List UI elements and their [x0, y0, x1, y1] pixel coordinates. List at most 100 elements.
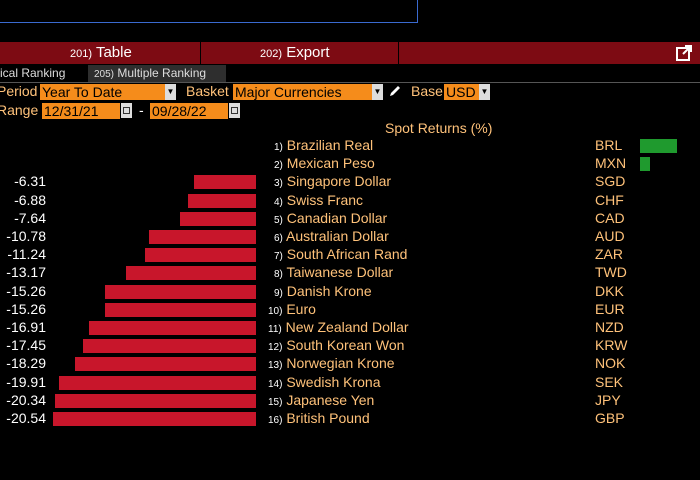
category-name: Canadian Dollar — [282, 209, 388, 226]
bar-jpy — [54, 393, 256, 408]
category-name: Australian Dollar — [282, 228, 389, 244]
value-label: -10.78 — [6, 228, 46, 244]
basket-dropdown-icon[interactable]: ▼ — [372, 84, 383, 100]
category-label[interactable]: 4) Swiss Franc — [274, 192, 363, 208]
period-value: Year To Date — [42, 84, 123, 100]
currency-code: EUR — [595, 300, 625, 317]
row-number: 12) — [268, 342, 283, 354]
row-number: 8) — [274, 269, 283, 281]
bar-nzd — [88, 321, 256, 335]
bar-dkk — [104, 284, 256, 299]
category-label[interactable]: 7) South African Rand — [274, 246, 407, 262]
category-label[interactable]: 1) Brazilian Real — [274, 137, 373, 153]
chart-title: Spot Returns (%) — [385, 120, 493, 136]
row-number: 6) — [274, 233, 283, 244]
period-dropdown-icon[interactable]: ▼ — [165, 84, 176, 100]
table-button-number: 201) — [70, 48, 93, 60]
currency-code: CHF — [595, 191, 624, 208]
category-label[interactable]: 2) Mexican Peso — [274, 155, 375, 171]
currency-code: AUD — [595, 228, 625, 244]
category-name: British Pound — [282, 410, 370, 426]
period-select[interactable]: Year To Date ▼ — [40, 84, 176, 100]
currency-code: NOK — [595, 355, 626, 372]
basket-label: Basket — [186, 83, 229, 99]
range-start-field[interactable]: 12/31/21 — [42, 103, 120, 119]
currency-code: KRW — [595, 337, 628, 354]
bar-chf — [187, 193, 256, 208]
category-label[interactable]: 13) Norwegian Krone — [268, 355, 395, 371]
category-name: South African Rand — [282, 246, 408, 263]
category-label[interactable]: 9) Danish Krone — [274, 283, 372, 299]
export-button[interactable]: 202) Export — [200, 42, 399, 64]
value-label: -17.45 — [6, 337, 46, 354]
bar-gbp — [52, 412, 256, 426]
bar-twd — [125, 266, 256, 281]
value-label: -18.29 — [6, 355, 46, 372]
bar-brl — [640, 139, 678, 153]
range-end-value: 09/28/22 — [152, 103, 207, 119]
base-select[interactable]: USD ▼ — [444, 84, 490, 100]
category-label[interactable]: 8) Taiwanese Dollar — [274, 264, 393, 280]
value-label: -19.91 — [6, 373, 46, 390]
currency-code: MXN — [595, 155, 627, 172]
table-button[interactable]: 201) Table — [0, 42, 201, 64]
category-label[interactable]: 11) New Zealand Dollar — [268, 319, 409, 335]
currency-code: GBP — [595, 410, 625, 426]
bar-krw — [83, 339, 256, 354]
value-label: -15.26 — [6, 282, 46, 299]
basket-value: Major Currencies — [235, 84, 342, 100]
tab-multiple-ranking[interactable]: 205) Multiple Ranking — [88, 65, 226, 82]
category-name: Swedish Krona — [282, 373, 381, 390]
range-end-field[interactable]: 09/28/22 — [150, 103, 228, 119]
calendar-end-icon[interactable] — [229, 103, 240, 118]
category-name: Swiss Franc — [282, 191, 364, 208]
value-label: -7.64 — [14, 209, 46, 226]
row-number: 1) — [274, 142, 283, 153]
value-label: -11.24 — [7, 246, 46, 263]
row-number: 10) — [268, 305, 283, 317]
value-label: -6.31 — [14, 173, 46, 190]
bar-mxn — [640, 157, 650, 172]
value-label: -16.91 — [6, 319, 46, 335]
category-label[interactable]: 15) Japanese Yen — [268, 392, 374, 408]
bar-nok — [74, 357, 256, 372]
currency-code: TWD — [595, 264, 627, 281]
category-label[interactable]: 3) Singapore Dollar — [274, 173, 391, 189]
range-separator: - — [139, 102, 144, 118]
export-button-number: 202) — [260, 48, 283, 60]
category-label[interactable]: 6) Australian Dollar — [274, 228, 389, 244]
row-number: 2) — [274, 160, 283, 172]
value-label: -20.34 — [6, 391, 46, 408]
category-name: Brazilian Real — [282, 137, 374, 153]
category-label[interactable]: 5) Canadian Dollar — [274, 210, 387, 226]
row-number: 15) — [268, 396, 283, 408]
calendar-start-icon[interactable] — [121, 103, 132, 118]
category-label[interactable]: 10) Euro — [268, 301, 316, 317]
category-name: Norwegian Krone — [282, 355, 395, 372]
category-name: South Korean Won — [282, 337, 405, 354]
currency-code: SEK — [595, 373, 624, 390]
bar-zar — [144, 248, 256, 263]
value-label: -20.54 — [6, 410, 46, 426]
range-label: Range — [0, 102, 39, 118]
basket-select[interactable]: Major Currencies ▼ — [233, 84, 383, 100]
popout-icon[interactable] — [676, 45, 692, 61]
category-label[interactable]: 14) Swedish Krona — [268, 374, 381, 390]
category-label[interactable]: 16) British Pound — [268, 410, 370, 426]
row-number: 3) — [274, 178, 283, 190]
pencil-icon[interactable] — [388, 84, 402, 98]
category-label[interactable]: 12) South Korean Won — [268, 337, 404, 353]
bar-aud — [149, 230, 256, 244]
row-number: 13) — [268, 360, 283, 372]
tab-historical-ranking[interactable]: ical Ranking — [0, 65, 76, 82]
currency-code: BRL — [595, 137, 623, 153]
base-label: Base — [411, 83, 443, 99]
command-line-box[interactable] — [0, 0, 418, 23]
currency-code: SGD — [595, 173, 626, 190]
period-label: Period — [0, 83, 38, 99]
category-name: Mexican Peso — [282, 155, 375, 172]
row-number: 5) — [274, 214, 283, 226]
currency-code: DKK — [595, 282, 624, 299]
row-number: 4) — [274, 196, 283, 208]
base-dropdown-icon[interactable]: ▼ — [479, 84, 490, 100]
